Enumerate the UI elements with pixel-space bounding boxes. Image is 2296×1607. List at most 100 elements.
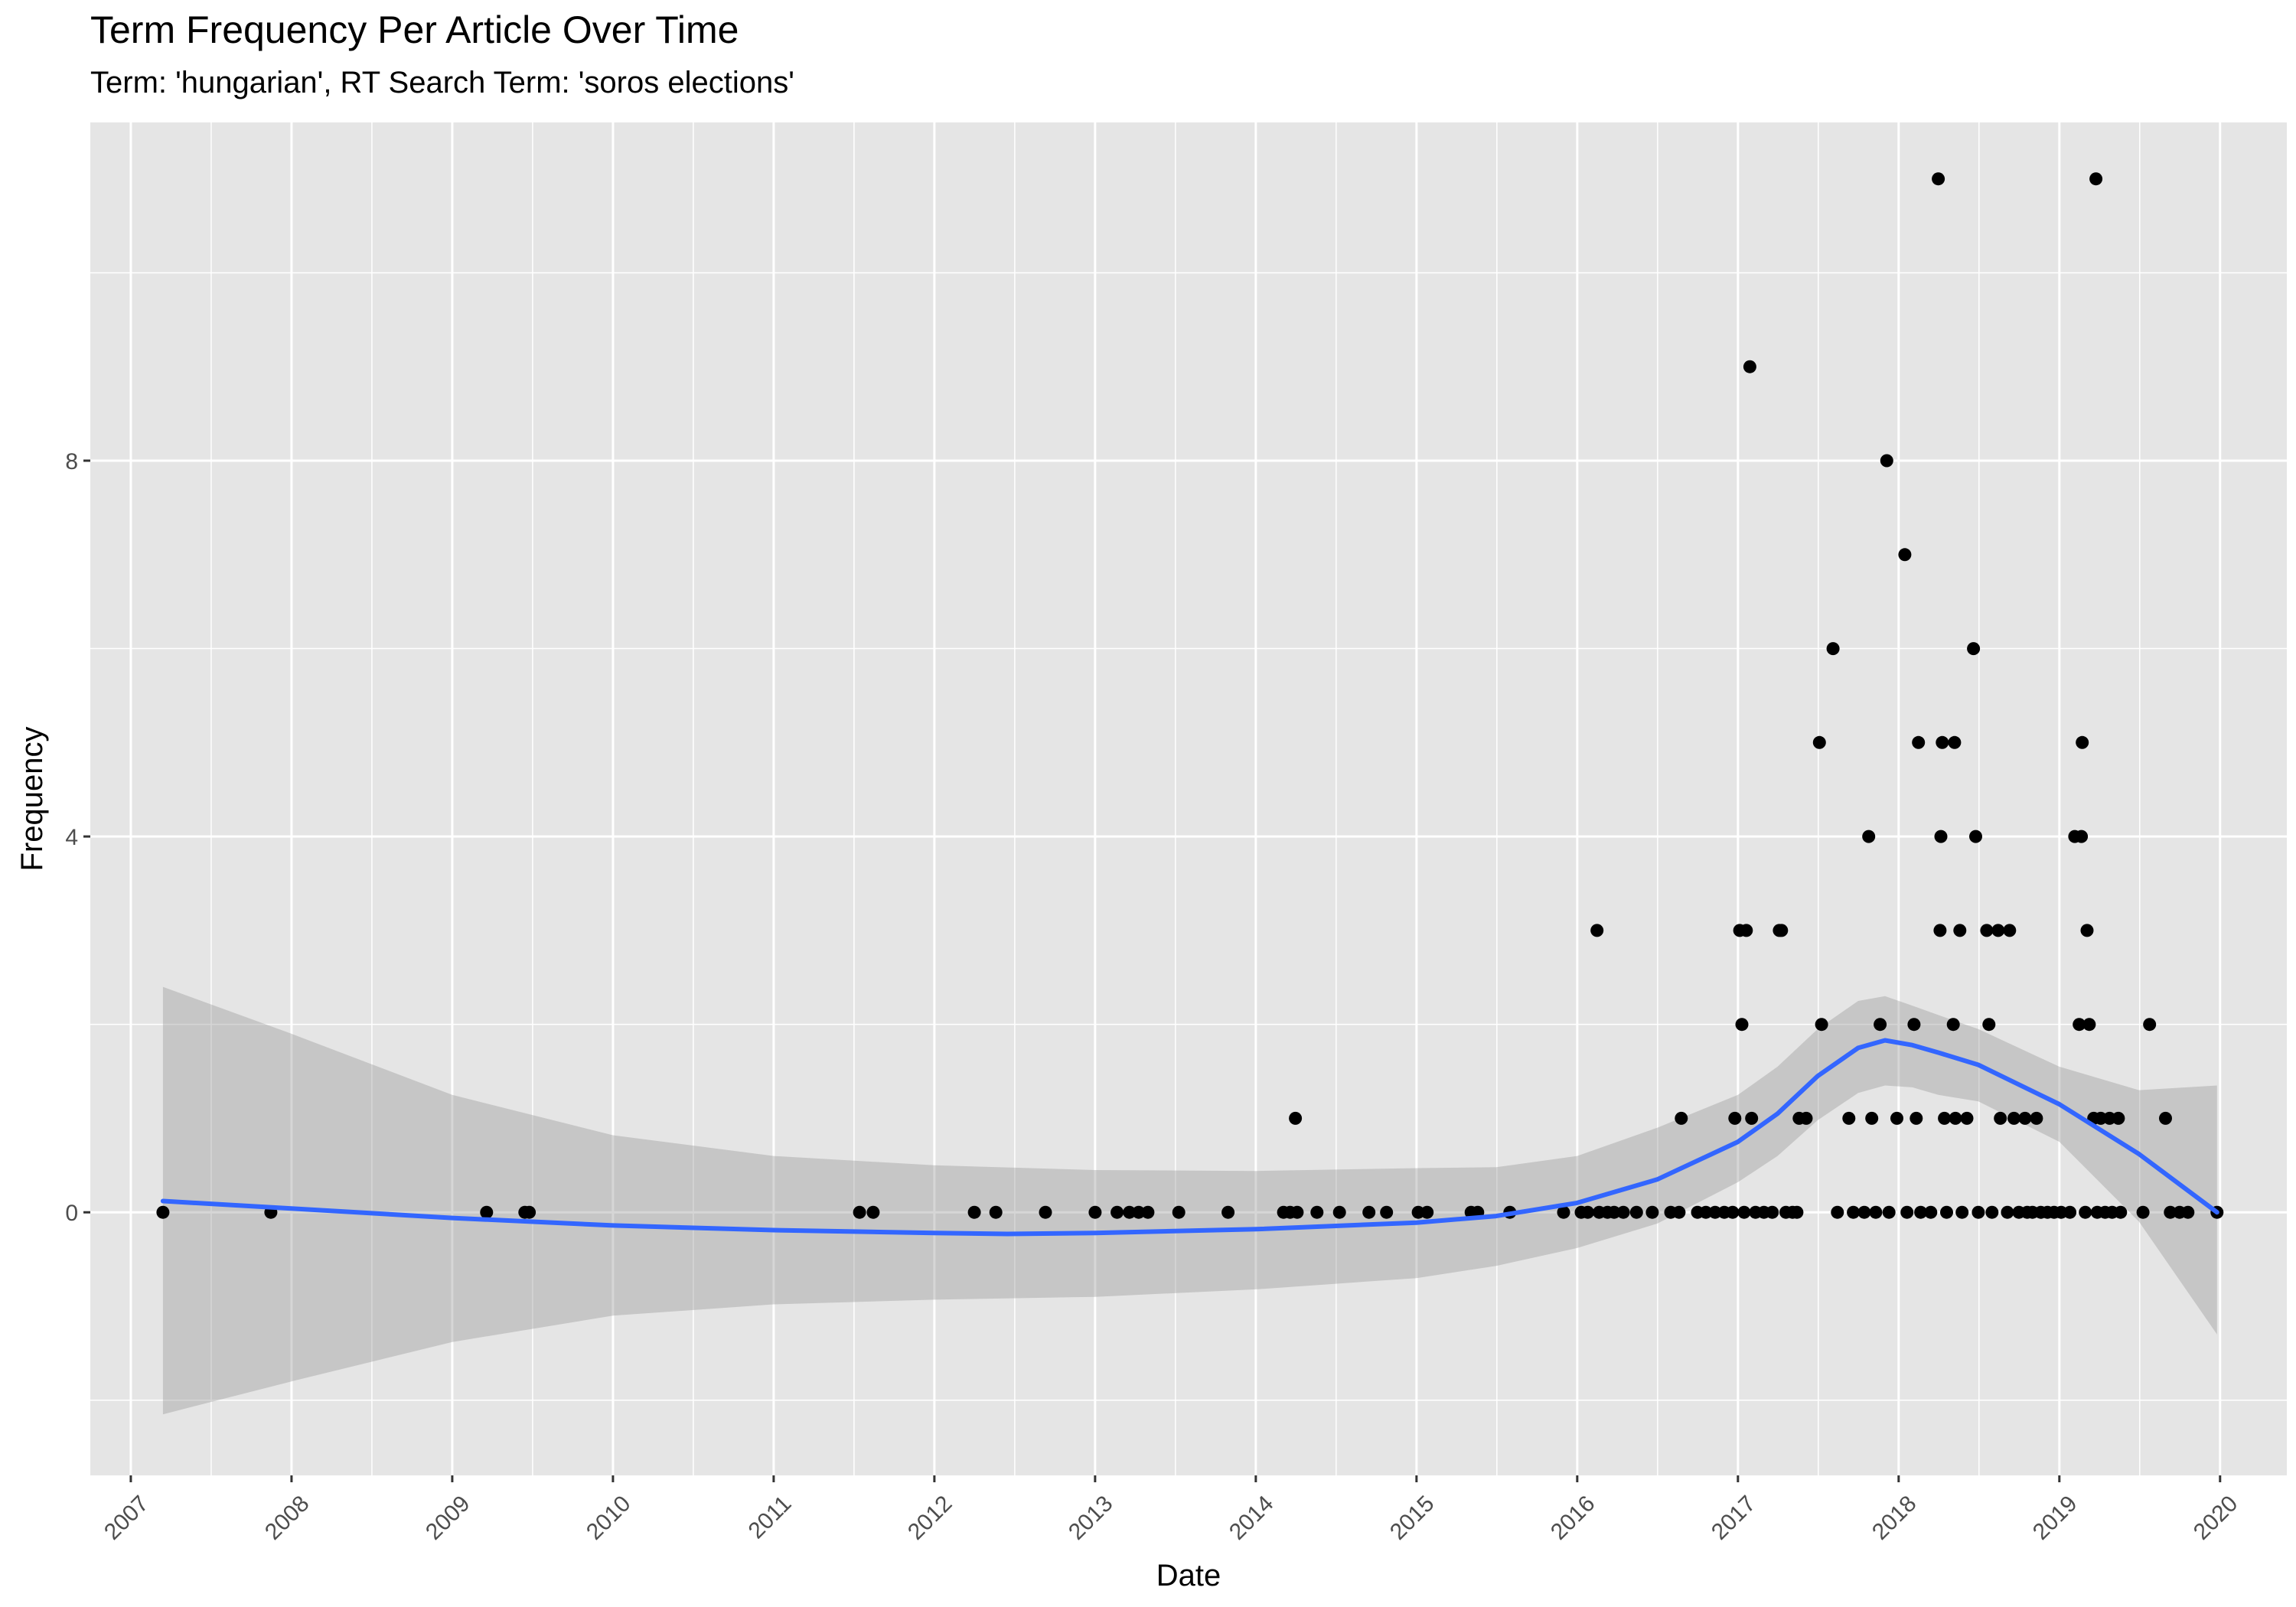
chart-subtitle: Term: 'hungarian', RT Search Term: 'soro… <box>90 66 794 99</box>
data-point <box>1857 1205 1871 1219</box>
data-point <box>2073 1018 2086 1032</box>
data-point <box>1914 1205 1928 1219</box>
data-point <box>1842 1111 1856 1125</box>
data-point <box>1940 1205 1953 1219</box>
data-point <box>853 1205 866 1219</box>
x-tick-label: 2018 <box>1867 1491 1922 1545</box>
x-axis-title: Date <box>1156 1559 1221 1592</box>
minor-gridlines <box>90 122 2287 1475</box>
data-point <box>2003 924 2017 937</box>
y-tick-label: 8 <box>65 449 78 474</box>
data-point <box>480 1205 494 1219</box>
data-point <box>1969 830 1982 843</box>
data-point <box>1948 735 1962 749</box>
data-point <box>1616 1205 1630 1219</box>
data-point <box>1590 924 1604 937</box>
data-point <box>1726 1205 1740 1219</box>
x-tick-label: 2016 <box>1546 1491 1600 1545</box>
data-point <box>2001 1205 2014 1219</box>
data-point <box>1960 1111 1974 1125</box>
data-point <box>1898 548 1912 562</box>
data-point <box>2030 1111 2043 1125</box>
y-tick-label: 4 <box>65 825 78 850</box>
confidence-band <box>162 986 2217 1415</box>
confidence-band-area <box>162 986 2217 1415</box>
data-point <box>1123 1205 1137 1219</box>
data-point <box>1799 1111 1813 1125</box>
data-point <box>1934 830 1948 843</box>
data-point <box>1737 1205 1751 1219</box>
y-axis: 0 4 8 <box>65 449 90 1226</box>
x-tick-label: 2020 <box>2189 1491 2243 1545</box>
data-point <box>1735 1018 1749 1032</box>
data-point <box>1743 360 1756 373</box>
data-point <box>1985 1205 1999 1219</box>
data-point <box>1862 830 1876 843</box>
data-point <box>2076 735 2089 749</box>
y-axis-title: Frequency <box>15 727 49 872</box>
data-point <box>156 1205 170 1219</box>
data-point <box>1812 735 1826 749</box>
x-tick-label: 2019 <box>2028 1491 2082 1545</box>
data-point <box>1607 1205 1621 1219</box>
chart-title: Term Frequency Per Article Over Time <box>90 8 739 51</box>
data-points <box>156 172 2224 1219</box>
data-point <box>1039 1205 1052 1219</box>
data-point <box>1912 735 1926 749</box>
data-point <box>2159 1111 2172 1125</box>
data-point <box>1629 1205 1643 1219</box>
data-point <box>1672 1205 1686 1219</box>
x-tick-label: 2009 <box>421 1491 475 1545</box>
data-point <box>1745 1111 1759 1125</box>
data-point <box>1932 172 1945 186</box>
data-point <box>1869 1205 1883 1219</box>
plot-panel <box>90 122 2287 1475</box>
data-point <box>2079 1205 2092 1219</box>
data-point <box>1826 642 1840 656</box>
data-point <box>2114 1205 2128 1219</box>
data-point <box>2007 1111 2020 1125</box>
data-point <box>1900 1205 1914 1219</box>
data-point <box>1938 1111 1952 1125</box>
data-point <box>1790 1205 1804 1219</box>
data-point <box>1581 1205 1595 1219</box>
data-point <box>2063 1205 2077 1219</box>
data-point <box>1766 1205 1779 1219</box>
data-point <box>1955 1205 1969 1219</box>
data-point <box>1831 1205 1844 1219</box>
data-point <box>2143 1018 2157 1032</box>
x-tick-label: 2008 <box>260 1491 315 1545</box>
x-tick-label: 2015 <box>1385 1491 1440 1545</box>
data-point <box>1924 1205 1938 1219</box>
y-tick-label: 0 <box>65 1201 78 1226</box>
data-point <box>967 1205 981 1219</box>
data-point <box>1728 1111 1742 1125</box>
data-point <box>1310 1205 1324 1219</box>
data-point <box>2080 924 2094 937</box>
x-tick-label: 2014 <box>1225 1491 1279 1545</box>
data-point <box>1967 642 1981 656</box>
data-point <box>2136 1205 2150 1219</box>
data-point <box>2089 172 2103 186</box>
data-point <box>1847 1205 1861 1219</box>
data-point <box>1132 1205 1146 1219</box>
data-point <box>1699 1205 1713 1219</box>
data-point <box>1946 1018 1960 1032</box>
data-point <box>1362 1205 1376 1219</box>
data-point <box>1949 1111 1962 1125</box>
data-point <box>1910 1111 1923 1125</box>
data-point <box>866 1205 880 1219</box>
data-point <box>2112 1111 2125 1125</box>
data-point <box>2018 1111 2032 1125</box>
data-point <box>1290 1205 1304 1219</box>
data-point <box>1740 924 1753 937</box>
data-point <box>1221 1205 1235 1219</box>
data-point <box>523 1205 536 1219</box>
x-tick-label: 2007 <box>99 1491 154 1545</box>
data-point <box>1874 1018 1887 1032</box>
data-point <box>1172 1205 1186 1219</box>
data-point <box>1110 1205 1124 1219</box>
data-point <box>1141 1205 1155 1219</box>
data-point <box>1289 1111 1303 1125</box>
data-point <box>1645 1205 1659 1219</box>
